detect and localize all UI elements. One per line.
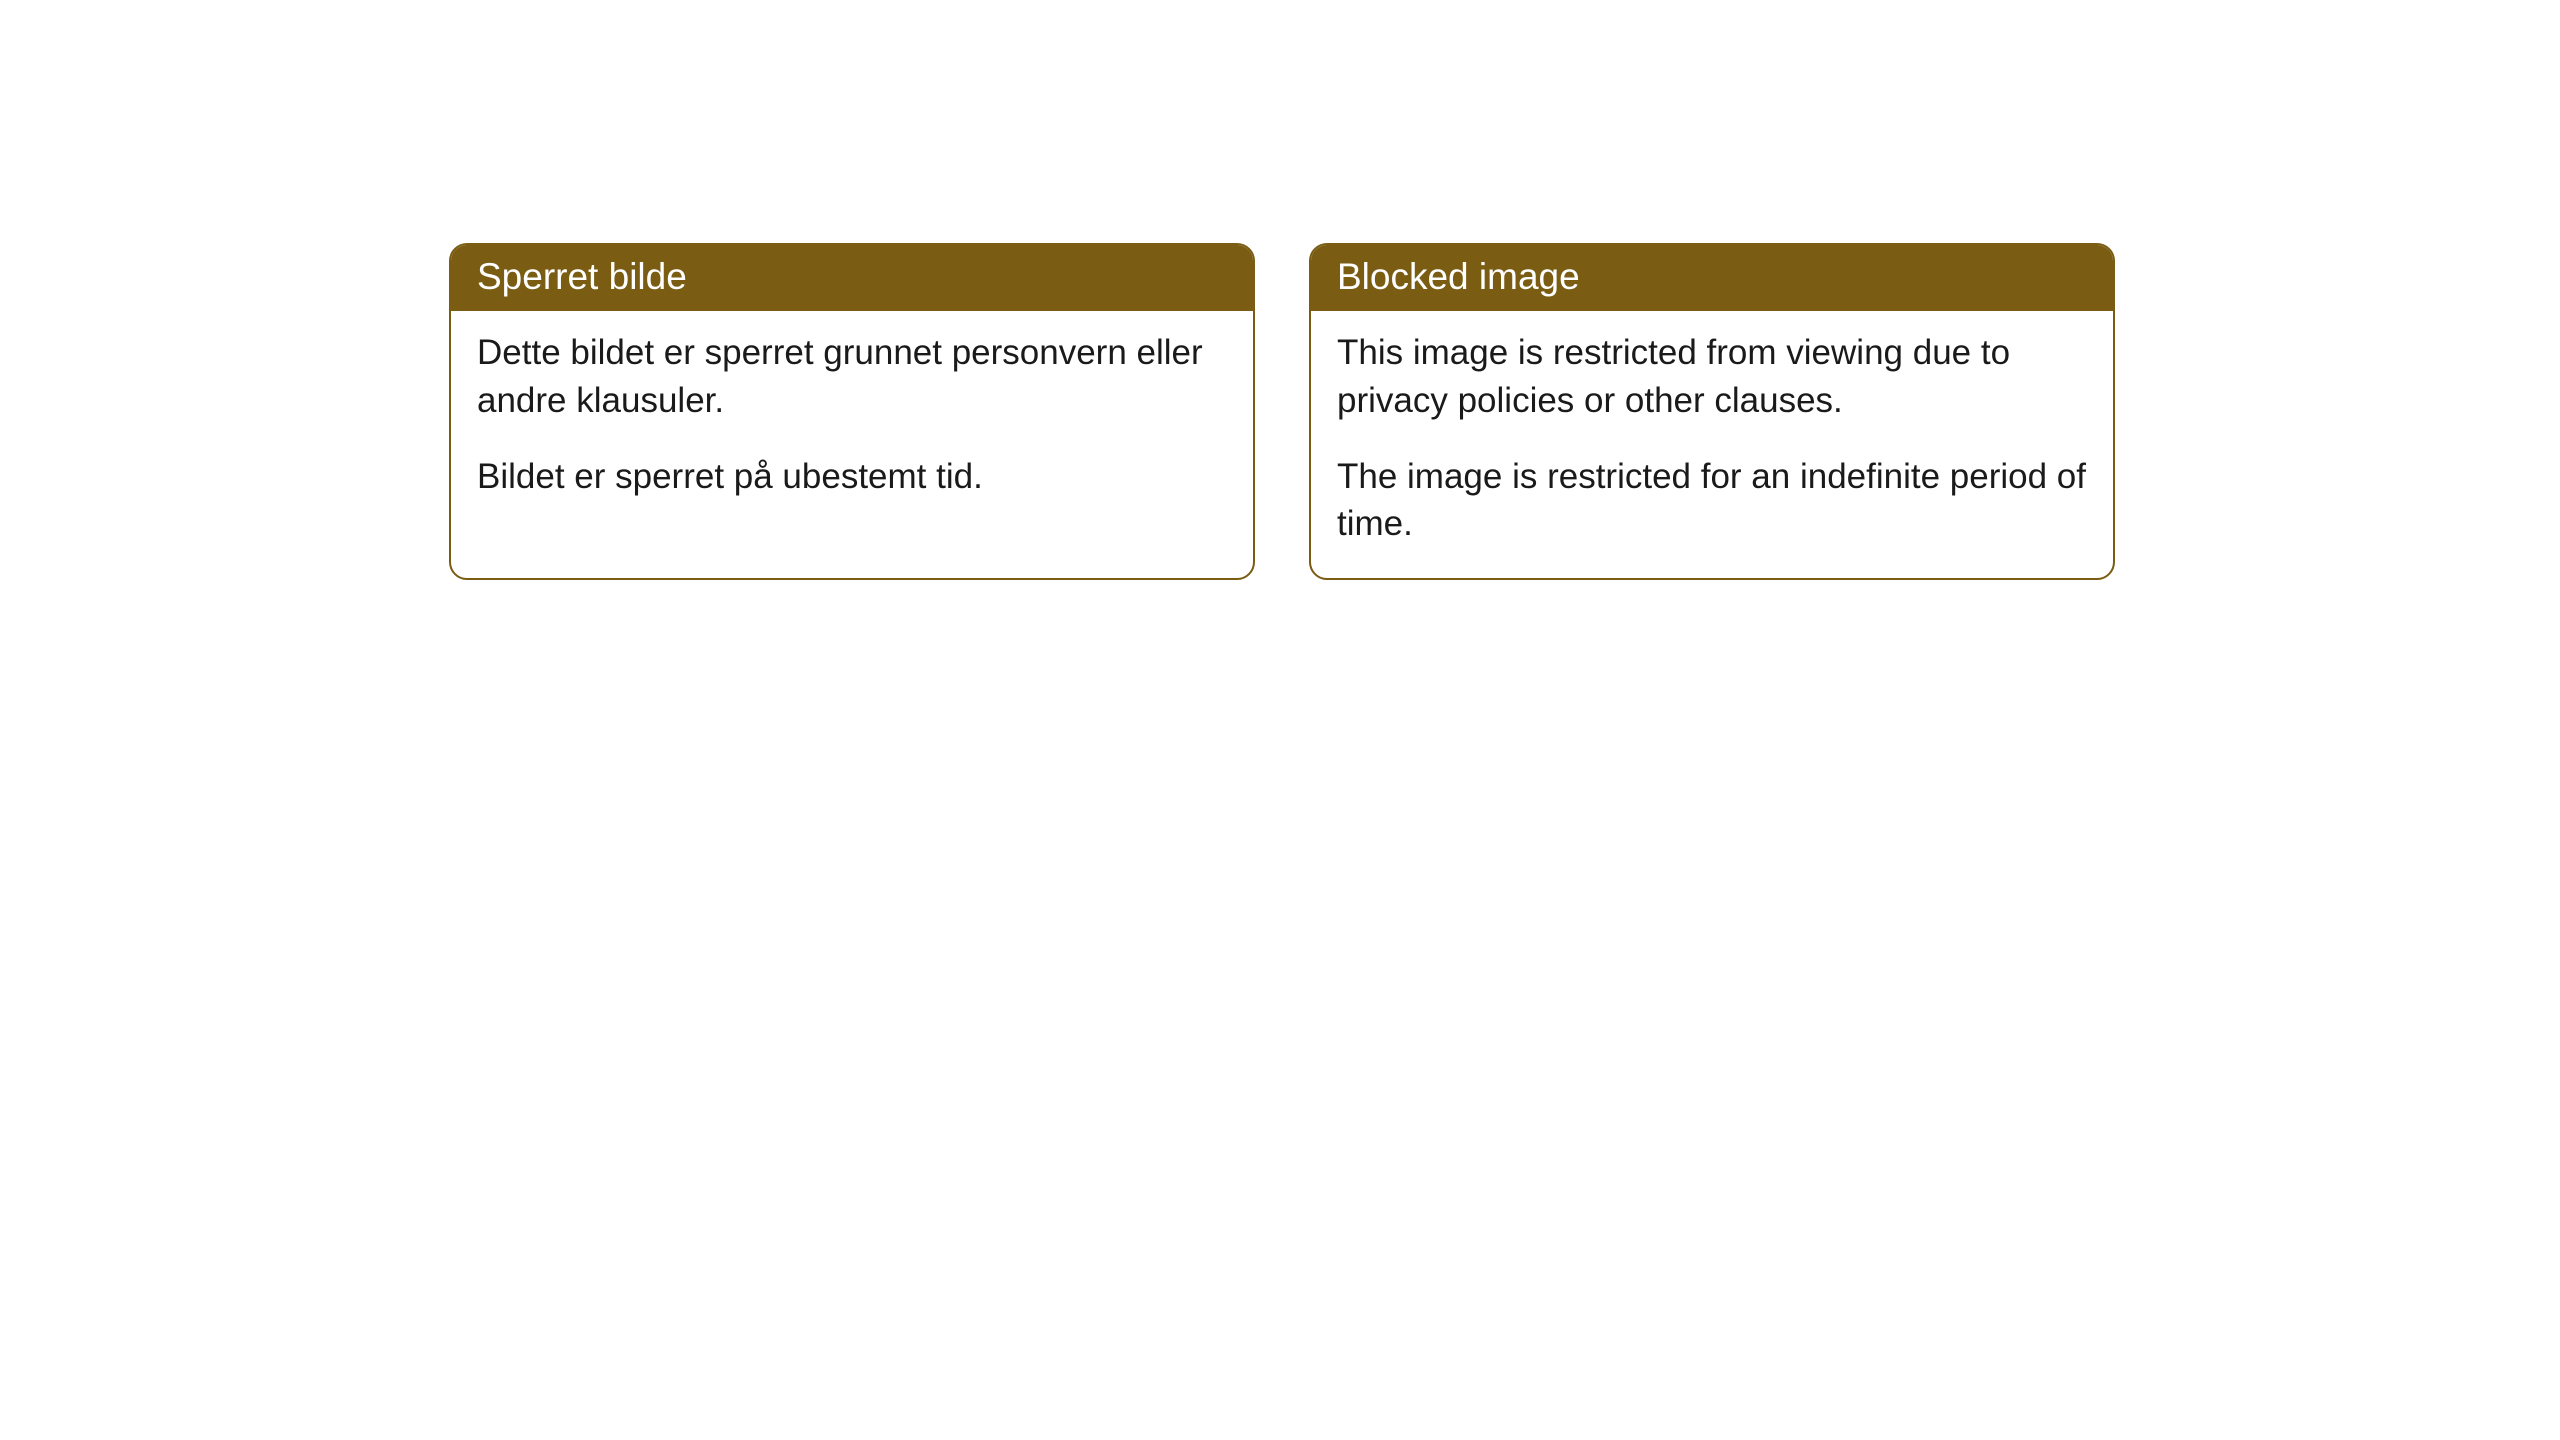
blocked-image-card-english: Blocked image This image is restricted f…	[1309, 243, 2115, 580]
card-paragraph: This image is restricted from viewing du…	[1337, 329, 2087, 424]
card-title: Blocked image	[1311, 245, 2113, 311]
card-paragraph: Bildet er sperret på ubestemt tid.	[477, 453, 1227, 501]
card-body: Dette bildet er sperret grunnet personve…	[451, 311, 1253, 530]
card-title: Sperret bilde	[451, 245, 1253, 311]
blocked-image-card-norwegian: Sperret bilde Dette bildet er sperret gr…	[449, 243, 1255, 580]
card-body: This image is restricted from viewing du…	[1311, 311, 2113, 577]
notice-cards-container: Sperret bilde Dette bildet er sperret gr…	[449, 243, 2115, 580]
card-paragraph: The image is restricted for an indefinit…	[1337, 453, 2087, 548]
card-paragraph: Dette bildet er sperret grunnet personve…	[477, 329, 1227, 424]
